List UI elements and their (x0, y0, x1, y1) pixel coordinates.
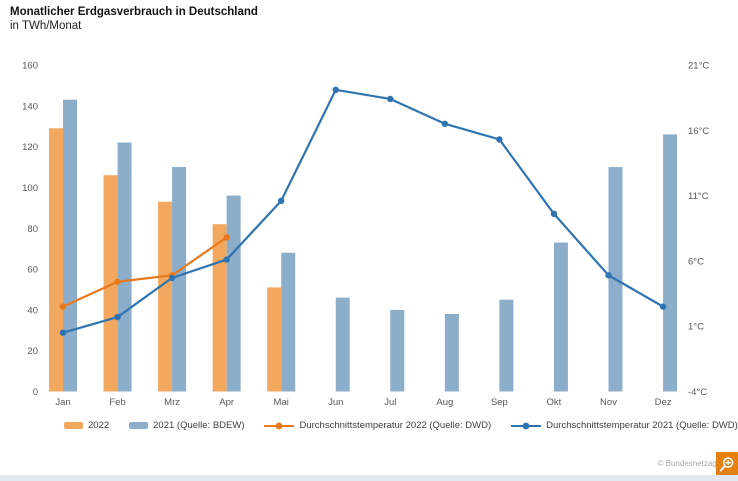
chart-header: Monatlicher Erdgasverbrauch in Deutschla… (10, 5, 258, 33)
temp-axis-tick-label: 16°C (688, 126, 709, 137)
chart-legend: 2022 2021 (Quelle: BDEW) Durchschnittstemp… (64, 420, 738, 431)
bar-2021 (663, 134, 678, 392)
y-axis-tick-label: 60 (27, 265, 38, 276)
x-axis-label: Dez (655, 397, 672, 408)
bar-2021 (390, 309, 405, 392)
temp-point-2021 (168, 274, 176, 282)
temp-point-2021 (659, 303, 667, 310)
chart-subtitle: in TWh/Monat (10, 20, 82, 32)
x-axis-label: Jan (55, 397, 70, 408)
legend-item: 2022 (64, 420, 109, 431)
legend-label: Durchschnittstemperatur 2022 (Quelle: DW… (299, 420, 492, 431)
bar-2021 (335, 297, 350, 392)
bar-2022 (49, 128, 63, 392)
y-axis-tick-label: 0 (33, 387, 38, 398)
bar-2021 (63, 99, 77, 392)
y-axis-tick-label: 120 (22, 142, 38, 153)
y-axis-tick-label: 140 (22, 101, 38, 112)
x-axis-label: Sep (491, 397, 508, 408)
temp-point-2021 (387, 95, 394, 103)
y-axis-tick-label: 100 (22, 183, 38, 194)
bar-2022 (158, 201, 173, 392)
temp-axis-tick-label: 1°C (688, 322, 704, 333)
legend-bar-swatch-icon (64, 422, 83, 429)
temp-point-2021 (223, 256, 230, 263)
temp-point-2022 (59, 303, 67, 310)
legend-item: Durchschnittstemperatur 2021 (Quelle: DW… (511, 420, 738, 431)
bar-2021 (226, 195, 241, 392)
chart-title: Monatlicher Erdgasverbrauch in Deutschla… (10, 6, 258, 18)
temp-line-2021 (62, 88, 664, 334)
legend-item: Durchschnittstemperatur 2022 (Quelle: DW… (264, 420, 491, 431)
bar-2022 (267, 287, 282, 392)
y-axis-tick-label: 80 (27, 224, 38, 235)
temp-line-2022 (62, 236, 228, 308)
temp-point-2021 (59, 329, 67, 336)
legend-bar-swatch-icon (129, 422, 149, 429)
temp-point-2022 (223, 234, 230, 241)
y-axis-tick-label: 160 (22, 61, 38, 72)
legend-line-swatch-icon (511, 422, 542, 429)
temp-point-2021 (114, 313, 121, 321)
temp-point-2022 (114, 278, 121, 285)
temp-point-2021 (278, 197, 285, 205)
temp-axis-tick-label: 6°C (688, 256, 704, 267)
legend-label: 2021 (Quelle: BDEW) (153, 420, 245, 431)
copyright-text: © Bundesnetzagentur (657, 459, 735, 468)
bar-2021 (444, 313, 459, 392)
x-axis-label: Okt (547, 397, 562, 408)
temp-point-2021 (550, 210, 558, 218)
x-axis-label: Jul (384, 397, 396, 408)
temp-axis-tick-label: 11°C (688, 191, 709, 202)
zoom-button[interactable] (716, 452, 738, 477)
x-axis-label: Mrz (164, 397, 180, 408)
bar-2021 (281, 252, 296, 392)
bar-2021 (172, 167, 187, 392)
bar-2021 (553, 242, 568, 392)
legend-line-swatch-icon (264, 422, 295, 429)
y-axis-tick-label: 20 (27, 346, 38, 357)
temp-point-2021 (332, 86, 339, 94)
legend-item: 2021 (Quelle: BDEW) (129, 420, 244, 431)
bar-2021 (117, 142, 132, 392)
legend-label: Durchschnittstemperatur 2021 (Quelle: DW… (546, 420, 738, 431)
x-axis-label: Jun (328, 397, 343, 408)
temp-point-2021 (605, 272, 612, 279)
legend-label: 2022 (88, 420, 110, 431)
temp-point-2021 (441, 120, 449, 127)
combo-chart: 0 20 40 60 80 100 120 140 160 -4°C 1°C 6°C 11°C 16°C 2… (22, 61, 709, 409)
x-axis-label: Mai (274, 397, 289, 408)
bar-2022 (103, 175, 118, 392)
magnifier-plus-icon (719, 457, 734, 472)
x-axis-label: Nov (600, 397, 617, 408)
temp-axis-tick-label: 21°C (688, 61, 709, 72)
bar-2021 (499, 299, 514, 392)
x-axis-label: Feb (109, 397, 125, 408)
x-axis-label: Apr (219, 397, 234, 408)
x-axis-label: Aug (436, 397, 453, 408)
temp-axis-tick-label: -4°C (688, 387, 707, 398)
y-axis-tick-label: 40 (27, 305, 38, 316)
bar-2022 (212, 224, 227, 392)
bottom-strip (0, 475, 738, 481)
temp-point-2021 (496, 136, 503, 143)
